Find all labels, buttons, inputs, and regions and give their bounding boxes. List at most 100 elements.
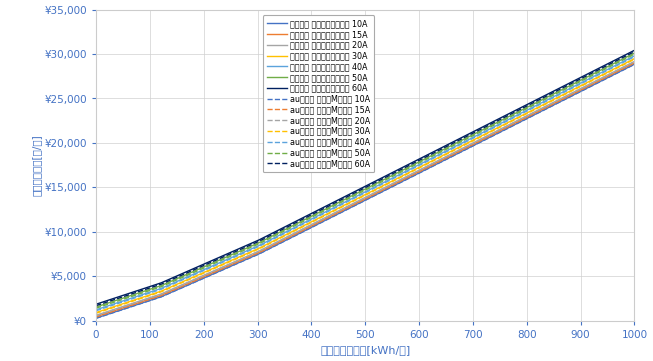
auでんき でんきMプラン 10A bbox=[511, 122, 519, 127]
auでんき でんきMプラン 30A bbox=[125, 300, 133, 305]
Line: 東邦ガス ファミリープラン 30A: 東邦ガス ファミリープラン 30A bbox=[96, 58, 634, 313]
auでんき でんきMプラン 60A bbox=[202, 263, 210, 267]
東邦ガス ファミリープラン 40A bbox=[92, 308, 100, 312]
auでんき でんきMプラン 50A bbox=[511, 112, 519, 117]
東邦ガス ファミリープラン 50A bbox=[630, 51, 638, 55]
auでんき でんきMプラン 10A bbox=[125, 305, 133, 310]
Line: auでんき でんきMプラン 15A: auでんき でんきMプラン 15A bbox=[96, 63, 634, 317]
東邦ガス ファミリープラン 50A bbox=[568, 82, 576, 87]
Line: auでんき でんきMプラン 30A: auでんき でんきMプラン 30A bbox=[96, 59, 634, 313]
東邦ガス ファミリープラン 40A bbox=[532, 104, 539, 108]
東邦ガス ファミリープラン 20A bbox=[532, 109, 539, 114]
auでんき でんきMプラン 20A bbox=[511, 120, 519, 124]
auでんき でんきMプラン 10A bbox=[630, 62, 638, 66]
東邦ガス ファミリープラン 50A bbox=[604, 64, 612, 69]
東邦ガス ファミリープラン 50A bbox=[511, 111, 519, 116]
東邦ガス ファミリープラン 15A bbox=[532, 111, 539, 115]
東邦ガス ファミリープラン 40A bbox=[568, 85, 576, 90]
Line: auでんき でんきMプラン 40A: auでんき でんきMプラン 40A bbox=[96, 57, 634, 311]
東邦ガス ファミリープラン 15A bbox=[568, 92, 576, 96]
東邦ガス ファミリープラン 20A bbox=[511, 119, 519, 124]
auでんき でんきMプラン 15A bbox=[202, 274, 210, 278]
auでんき でんきMプラン 20A bbox=[604, 73, 612, 77]
東邦ガス ファミリープラン 30A bbox=[568, 88, 576, 92]
auでんき でんきMプラン 40A bbox=[92, 309, 100, 313]
東邦ガス ファミリープラン 30A bbox=[630, 56, 638, 61]
auでんき でんきMプラン 15A bbox=[532, 111, 539, 115]
auでんき でんきMプラン 20A bbox=[125, 303, 133, 307]
東邦ガス ファミリープラン 10A bbox=[604, 75, 612, 80]
auでんき でんきMプラン 50A bbox=[604, 65, 612, 70]
auでんき でんきMプラン 30A bbox=[630, 57, 638, 61]
東邦ガス ファミリープラン 15A bbox=[604, 74, 612, 78]
東邦ガス ファミリープラン 15A bbox=[202, 274, 210, 278]
東邦ガス ファミリープラン 10A bbox=[532, 112, 539, 116]
Line: 東邦ガス ファミリープラン 10A: 東邦ガス ファミリープラン 10A bbox=[96, 64, 634, 318]
Legend: 東邦ガス ファミリープラン 10A, 東邦ガス ファミリープラン 15A, 東邦ガス ファミリープラン 20A, 東邦ガス ファミリープラン 30A, 東邦ガス: 東邦ガス ファミリープラン 10A, 東邦ガス ファミリープラン 15A, 東邦… bbox=[263, 15, 374, 172]
auでんき でんきMプラン 40A bbox=[630, 55, 638, 59]
auでんき でんきMプラン 60A bbox=[532, 100, 539, 104]
東邦ガス ファミリープラン 30A bbox=[532, 106, 539, 111]
auでんき でんきMプラン 60A bbox=[568, 81, 576, 85]
東邦ガス ファミリープラン 20A bbox=[630, 59, 638, 64]
auでんき でんきMプラン 40A bbox=[532, 105, 539, 109]
auでんき でんきMプラン 15A bbox=[630, 61, 638, 65]
auでんき でんきMプラン 20A bbox=[568, 91, 576, 96]
東邦ガス ファミリープラン 10A bbox=[202, 275, 210, 279]
auでんき でんきMプラン 10A bbox=[92, 316, 100, 321]
auでんき でんきMプラン 40A bbox=[125, 298, 133, 302]
東邦ガス ファミリープラン 40A bbox=[604, 67, 612, 71]
auでんき でんきMプラン 60A bbox=[511, 110, 519, 114]
東邦ガス ファミリープラン 50A bbox=[202, 264, 210, 269]
東邦ガス ファミリープラン 30A bbox=[511, 117, 519, 121]
東邦ガス ファミリープラン 60A bbox=[630, 48, 638, 52]
東邦ガス ファミリープラン 10A bbox=[92, 316, 100, 320]
東邦ガス ファミリープラン 20A bbox=[604, 73, 612, 77]
auでんき でんきMプラン 50A bbox=[125, 295, 133, 300]
auでんき でんきMプラン 15A bbox=[125, 304, 133, 308]
auでんき でんきMプラン 15A bbox=[92, 315, 100, 319]
東邦ガス ファミリープラン 50A bbox=[92, 305, 100, 309]
東邦ガス ファミリープラン 10A bbox=[125, 305, 133, 309]
auでんき でんきMプラン 50A bbox=[202, 265, 210, 270]
東邦ガス ファミリープラン 60A bbox=[125, 291, 133, 296]
auでんき でんきMプラン 60A bbox=[92, 304, 100, 308]
Line: 東邦ガス ファミリープラン 15A: 東邦ガス ファミリープラン 15A bbox=[96, 63, 634, 317]
auでんき でんきMプラン 40A bbox=[568, 86, 576, 91]
auでんき でんきMプラン 60A bbox=[125, 293, 133, 297]
Line: auでんき でんきMプラン 20A: auでんき でんきMプラン 20A bbox=[96, 62, 634, 316]
auでんき でんきMプラン 50A bbox=[630, 52, 638, 56]
東邦ガス ファミリープラン 15A bbox=[92, 314, 100, 319]
auでんき でんきMプラン 50A bbox=[568, 84, 576, 88]
東邦ガス ファミリープラン 50A bbox=[532, 101, 539, 105]
auでんき でんきMプラン 20A bbox=[532, 110, 539, 114]
東邦ガス ファミリープラン 15A bbox=[630, 61, 638, 65]
東邦ガス ファミリープラン 30A bbox=[604, 70, 612, 74]
東邦ガス ファミリープラン 10A bbox=[568, 93, 576, 98]
auでんき でんきMプラン 40A bbox=[604, 68, 612, 72]
東邦ガス ファミリープラン 20A bbox=[92, 313, 100, 317]
Line: auでんき でんきMプラン 50A: auでんき でんきMプラン 50A bbox=[96, 54, 634, 308]
auでんき でんきMプラン 40A bbox=[202, 268, 210, 272]
東邦ガス ファミリープラン 60A bbox=[604, 61, 612, 66]
Y-axis label: 推定電気料金[円/月]: 推定電気料金[円/月] bbox=[32, 134, 42, 196]
東邦ガス ファミリープラン 20A bbox=[125, 303, 133, 307]
東邦ガス ファミリープラン 30A bbox=[125, 300, 133, 304]
auでんき でんきMプラン 40A bbox=[511, 115, 519, 119]
東邦ガス ファミリープラン 20A bbox=[202, 273, 210, 277]
東邦ガス ファミリープラン 40A bbox=[630, 54, 638, 58]
auでんき でんきMプラン 20A bbox=[92, 314, 100, 318]
東邦ガス ファミリープラン 40A bbox=[202, 267, 210, 271]
東邦ガス ファミリープラン 60A bbox=[532, 98, 539, 103]
auでんき でんきMプラン 50A bbox=[92, 306, 100, 310]
auでんき でんきMプラン 10A bbox=[568, 94, 576, 98]
auでんき でんきMプラン 15A bbox=[511, 121, 519, 125]
auでんき でんきMプラン 15A bbox=[568, 92, 576, 97]
auでんき でんきMプラン 30A bbox=[568, 89, 576, 93]
東邦ガス ファミリープラン 10A bbox=[630, 62, 638, 66]
auでんき でんきMプラン 10A bbox=[202, 275, 210, 280]
auでんき でんきMプラン 30A bbox=[92, 311, 100, 316]
auでんき でんきMプラン 50A bbox=[532, 102, 539, 106]
Line: 東邦ガス ファミリープラン 40A: 東邦ガス ファミリープラン 40A bbox=[96, 56, 634, 310]
auでんき でんきMプラン 60A bbox=[604, 63, 612, 67]
